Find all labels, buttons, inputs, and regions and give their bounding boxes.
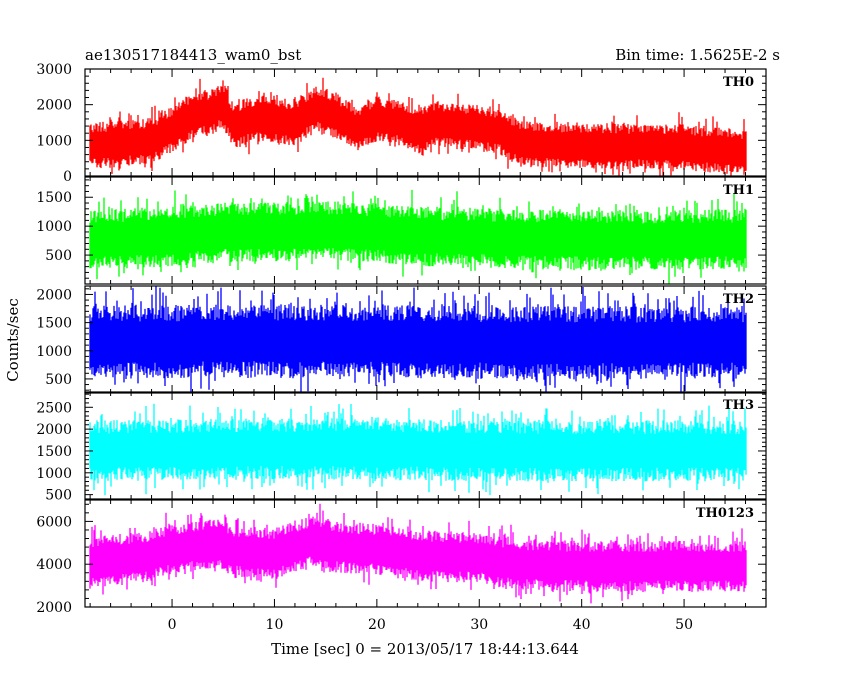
series-th3 (89, 403, 747, 496)
y-tick-label: 500 (45, 248, 72, 264)
y-tick-label: 2000 (36, 600, 72, 616)
y-tick-label: 500 (45, 372, 72, 388)
x-tick-label: 0 (168, 617, 177, 633)
y-tick-label: 1500 (36, 444, 72, 460)
y-tick-label: 6000 (36, 514, 72, 530)
y-tick-label: 4000 (36, 557, 72, 573)
panel-frame (84, 391, 767, 500)
panel-label-th2: TH2 (723, 292, 754, 307)
panels-group: TH00100020003000TH150010001500TH25001000… (36, 62, 767, 633)
panel-label-th1: TH1 (723, 183, 754, 198)
y-tick-label: 0 (63, 169, 72, 185)
bin-time-label: Bin time: 1.5625E-2 s (615, 46, 780, 64)
y-tick-label: 2000 (36, 287, 72, 303)
panel-frame (84, 68, 767, 177)
series-th0123 (89, 503, 747, 604)
y-tick-label: 1000 (36, 219, 72, 235)
x-tick-label: 40 (573, 617, 591, 633)
chart-title: ae130517184413_wam0_bst (85, 46, 301, 64)
y-tick-label: 1000 (36, 133, 72, 149)
panel-label-th3: TH3 (723, 398, 754, 413)
y-tick-label: 3000 (36, 62, 72, 78)
series-th1 (89, 189, 747, 284)
panel-label-th0: TH0 (723, 75, 754, 90)
panel-frame (84, 176, 767, 285)
x-tick-label: 10 (266, 617, 284, 633)
y-tick-label: 1500 (36, 316, 72, 332)
y-axis-label: Counts/sec (4, 298, 22, 382)
y-tick-label: 2500 (36, 400, 72, 416)
y-tick-label: 2000 (36, 98, 72, 114)
x-tick-label: 30 (470, 617, 488, 633)
panel-frame (84, 499, 767, 608)
y-tick-label: 500 (45, 488, 72, 504)
series-th2 (89, 286, 747, 393)
x-axis-label: Time [sec] 0 = 2013/05/17 18:44:13.644 (271, 640, 579, 658)
x-tick-label: 50 (675, 617, 693, 633)
series-th0 (89, 77, 747, 176)
panel-label-th0123: TH0123 (696, 506, 754, 521)
y-tick-label: 1000 (36, 466, 72, 482)
y-tick-label: 1000 (36, 344, 72, 360)
y-tick-label: 2000 (36, 422, 72, 438)
y-tick-label: 1500 (36, 190, 72, 206)
x-tick-label: 20 (368, 617, 386, 633)
